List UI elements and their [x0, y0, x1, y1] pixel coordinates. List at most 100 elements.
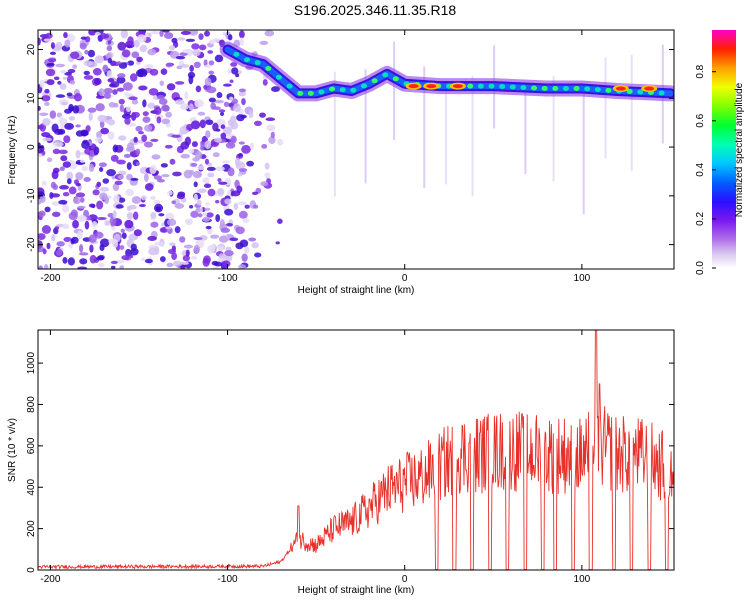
noise-blob — [241, 144, 251, 154]
colorbar-label: Normalized spectral amplitude — [734, 82, 745, 217]
noise-blob — [89, 244, 94, 253]
noise-blob — [220, 124, 226, 130]
ridge-pocket — [233, 51, 240, 57]
noise-blob — [58, 149, 68, 155]
noise-blob — [208, 60, 215, 66]
noise-blob — [208, 97, 216, 103]
noise-blob — [133, 136, 138, 143]
noise-blob — [241, 253, 248, 262]
snr-plot: -200 -100 0 100 0 200 400 600 800 1000 Height of… — [7, 329, 675, 596]
noise-blob — [97, 216, 107, 221]
noise-blob — [111, 226, 116, 231]
noise-blob — [99, 120, 105, 129]
noise-blob — [135, 61, 141, 65]
noise-blob — [64, 122, 74, 130]
noise-blob — [183, 169, 193, 179]
noise-blob — [116, 159, 126, 165]
noise-blob — [169, 242, 176, 247]
noise-blob — [119, 245, 125, 250]
noise-blob — [56, 142, 64, 147]
noise-blob — [172, 260, 183, 267]
spectrogram-x-ticks: -200 -100 0 100 — [40, 30, 591, 284]
noise-blob — [215, 166, 225, 172]
noise-blob — [88, 30, 97, 36]
noise-blob — [246, 160, 255, 167]
noise-blob — [133, 229, 142, 237]
noise-blob — [177, 37, 186, 41]
noise-blob — [238, 264, 246, 269]
noise-blob — [42, 137, 53, 142]
noise-blob — [165, 62, 173, 68]
noise-blob — [83, 60, 93, 67]
noise-blob — [126, 205, 132, 211]
noise-blob — [225, 222, 233, 227]
noise-blob — [124, 92, 130, 96]
noise-blob — [48, 58, 57, 63]
noise-blob — [150, 138, 159, 142]
noise-blob — [72, 64, 77, 69]
noise-blob — [211, 243, 216, 250]
noise-blob — [50, 181, 57, 189]
noise-blob — [202, 177, 210, 185]
noise-blob — [192, 170, 202, 179]
noise-blob — [99, 187, 110, 192]
noise-blob — [107, 131, 115, 140]
noise-blob — [93, 150, 99, 156]
ridge-pocket — [360, 83, 367, 89]
noise-blob — [75, 130, 84, 137]
noise-blob — [147, 102, 155, 109]
snr-x-ticks: -200 -100 0 100 — [40, 330, 591, 585]
noise-blob — [268, 136, 276, 144]
noise-blob — [38, 147, 43, 154]
colorbar-gradient — [712, 30, 736, 268]
snr-frame — [37, 329, 675, 571]
noise-blob — [128, 96, 138, 101]
noise-blob — [116, 76, 126, 84]
noise-blob — [180, 30, 191, 36]
colorbar-tick-label: 0.8 — [695, 64, 706, 78]
noise-blob — [222, 126, 233, 135]
noise-blob — [174, 226, 181, 234]
noise-blob — [215, 214, 221, 223]
noise-blob — [234, 157, 241, 167]
noise-blob — [79, 258, 88, 265]
noise-blob — [59, 83, 67, 90]
noise-blob — [230, 62, 238, 67]
noise-blob — [77, 230, 83, 240]
ridge-peak — [426, 84, 437, 89]
noise-blob — [75, 172, 84, 180]
noise-blob — [195, 85, 202, 93]
noise-blob — [132, 211, 139, 220]
noise-blob — [206, 212, 214, 218]
noise-blob — [132, 111, 140, 118]
noise-blob — [46, 157, 53, 163]
noise-blob — [169, 158, 176, 165]
noise-blob — [171, 200, 177, 205]
noise-blob — [254, 252, 262, 258]
noise-blob — [143, 141, 154, 148]
noise-blob — [67, 69, 76, 74]
noise-blob — [110, 154, 119, 162]
noise-blob — [207, 172, 215, 178]
noise-blob — [239, 30, 245, 39]
noise-blob — [68, 186, 77, 195]
y-tick-label: 0 — [26, 144, 37, 150]
noise-blob — [162, 30, 170, 33]
noise-blob — [205, 130, 211, 139]
noise-blob — [252, 191, 259, 196]
noise-blob — [126, 44, 133, 48]
noise-blob — [66, 92, 73, 97]
noise-blob — [264, 30, 275, 37]
noise-blob — [78, 216, 85, 222]
noise-blob — [129, 73, 138, 82]
noise-blob — [72, 105, 80, 114]
noise-blob — [238, 168, 248, 172]
noise-blob — [165, 226, 172, 230]
noise-blob — [162, 105, 170, 112]
ridge-pocket — [541, 85, 548, 91]
noise-blob — [106, 45, 113, 52]
noise-blob — [98, 162, 107, 168]
noise-blob — [259, 112, 266, 118]
noise-blob — [213, 106, 221, 111]
noise-blob — [167, 190, 173, 196]
